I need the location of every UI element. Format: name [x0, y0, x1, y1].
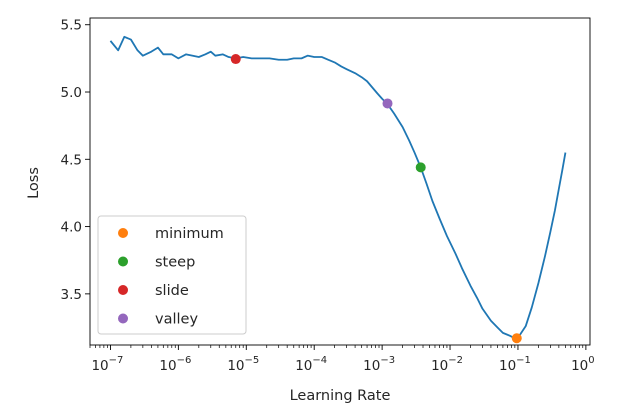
y-tick-label: 4.0 — [61, 220, 82, 236]
x-axis-label: Learning Rate — [290, 388, 391, 404]
legend-label-slide: slide — [155, 283, 189, 299]
plot-area — [89, 17, 591, 346]
y-tick-label: 5.5 — [61, 18, 82, 34]
x-tick-label: 10−5 — [227, 355, 259, 374]
legend-swatch-steep — [118, 256, 128, 267]
x-axis: 10−7 10−6 10−5 10−4 10−3 10−2 10−1 100 — [89, 345, 595, 374]
y-axis-label: Loss — [26, 167, 42, 199]
legend-swatch-valley — [118, 313, 128, 324]
marker-minimum — [511, 333, 522, 344]
marker-steep — [415, 162, 426, 173]
legend: minimum steep slide valley — [97, 215, 247, 335]
x-tick-label: 10−4 — [295, 355, 327, 374]
x-tick-label: 10−2 — [431, 355, 463, 374]
y-axis: 3.5 4.0 4.5 5.0 5.5 — [61, 18, 90, 303]
legend-swatch-slide — [118, 285, 128, 295]
x-tick-label: 10−7 — [91, 355, 123, 374]
marker-valley — [382, 98, 393, 109]
legend-swatch-minimum — [118, 228, 128, 238]
marker-slide — [230, 54, 241, 65]
legend-label-minimum: minimum — [155, 226, 224, 242]
legend-box — [97, 215, 247, 335]
x-tick-label: 10−1 — [499, 355, 531, 374]
y-tick-label: 4.5 — [61, 152, 82, 168]
legend-label-steep: steep — [155, 255, 195, 271]
x-tick-label: 10−3 — [363, 355, 395, 374]
plot-frame — [89, 17, 591, 346]
x-tick-label: 100 — [571, 355, 595, 374]
x-tick-label: 10−6 — [159, 355, 191, 374]
y-tick-label: 5.0 — [61, 85, 82, 101]
y-tick-label: 3.5 — [61, 287, 82, 303]
loss-curve — [109, 35, 567, 340]
legend-label-valley: valley — [155, 312, 198, 328]
